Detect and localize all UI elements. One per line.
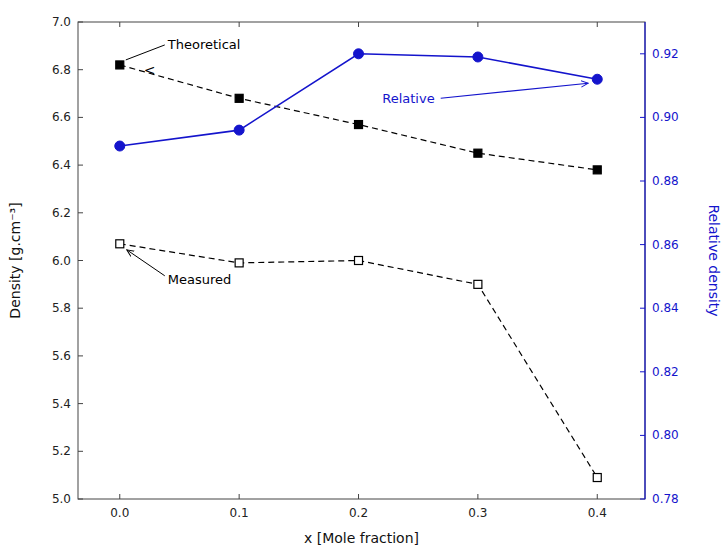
point bbox=[473, 52, 483, 62]
series-line bbox=[120, 54, 597, 146]
y-axis-label: Density [g.cm⁻³] bbox=[7, 202, 23, 318]
x-tick-top bbox=[239, 22, 240, 27]
y2-tick-label: 0.82 bbox=[652, 365, 679, 379]
point bbox=[354, 49, 364, 59]
x-axis-label: x [Mole fraction] bbox=[304, 530, 419, 546]
y2-tick bbox=[640, 435, 645, 436]
y-tick bbox=[78, 355, 83, 356]
y2-tick-label: 0.88 bbox=[652, 174, 679, 188]
y-tick bbox=[78, 499, 83, 500]
y-tick bbox=[78, 403, 83, 404]
series-label: Measured bbox=[168, 272, 232, 287]
plot-area bbox=[115, 49, 602, 482]
x-tick bbox=[119, 494, 120, 499]
x-tick-label: 0.1 bbox=[230, 506, 249, 520]
point bbox=[116, 240, 124, 248]
y-tick-label: 6.2 bbox=[52, 206, 71, 220]
x-tick bbox=[477, 494, 478, 499]
label-arrow bbox=[127, 250, 165, 276]
y-tick bbox=[78, 22, 83, 23]
point bbox=[115, 141, 125, 151]
point bbox=[474, 149, 482, 157]
x-tick bbox=[597, 494, 598, 499]
point bbox=[234, 125, 244, 135]
y-tick bbox=[78, 308, 83, 309]
y2-tick bbox=[640, 53, 645, 54]
y2-tick bbox=[640, 117, 645, 118]
y-tick bbox=[78, 260, 83, 261]
y2-tick bbox=[640, 308, 645, 309]
y-tick-label: 6.8 bbox=[52, 63, 71, 77]
y-tick-label: 5.0 bbox=[52, 492, 71, 506]
chart: 0.0 0.1 0.2 0.3 0.4 5.0 5.2 5.4 5.6 5.8 6.0 6.2 6.4 6… bbox=[0, 0, 727, 557]
point bbox=[474, 280, 482, 288]
y-tick-label: 6.4 bbox=[52, 158, 71, 172]
point bbox=[593, 166, 601, 174]
x-tick-label: 0.3 bbox=[468, 506, 487, 520]
y2-tick-label: 0.78 bbox=[652, 492, 679, 506]
y-tick-label: 6.6 bbox=[52, 110, 71, 124]
x-tick bbox=[239, 494, 240, 499]
y-tick-label: 5.8 bbox=[52, 301, 71, 315]
y-tick bbox=[78, 69, 83, 70]
point bbox=[235, 94, 243, 102]
y-tick-label: 7.0 bbox=[52, 15, 71, 29]
x-tick-label: 0.2 bbox=[349, 506, 368, 520]
x-tick-top bbox=[358, 22, 359, 27]
y-tick bbox=[78, 165, 83, 166]
series-label: Relative bbox=[382, 91, 434, 106]
x-tick-label: 0.4 bbox=[588, 506, 607, 520]
y2-axis-label: Relative density bbox=[706, 204, 722, 316]
y-tick bbox=[78, 212, 83, 213]
y-tick-label: 5.2 bbox=[52, 444, 71, 458]
y-tick-label: 6.0 bbox=[52, 254, 71, 268]
label-arrow bbox=[441, 83, 589, 98]
x-tick-top bbox=[597, 22, 598, 27]
y2-tick bbox=[640, 371, 645, 372]
annotation: < bbox=[144, 62, 156, 78]
y2-tick-label: 0.90 bbox=[652, 110, 679, 124]
x-tick-label: 0.0 bbox=[110, 506, 129, 520]
y-tick bbox=[78, 117, 83, 118]
series-label: Theoretical bbox=[167, 37, 241, 52]
point bbox=[355, 121, 363, 129]
y2-axis-line bbox=[644, 22, 645, 499]
y-tick-label: 5.6 bbox=[52, 349, 71, 363]
y2-tick-label: 0.92 bbox=[652, 47, 679, 61]
y2-tick bbox=[640, 499, 645, 500]
point bbox=[355, 257, 363, 265]
y2-tick-label: 0.86 bbox=[652, 238, 679, 252]
y-tick-label: 5.4 bbox=[52, 397, 71, 411]
series-line bbox=[120, 244, 597, 478]
y-tick bbox=[78, 451, 83, 452]
x-tick-top bbox=[477, 22, 478, 27]
point bbox=[116, 61, 124, 69]
point bbox=[592, 74, 602, 84]
plot-frame bbox=[78, 22, 645, 499]
x-tick bbox=[358, 494, 359, 499]
point bbox=[235, 259, 243, 267]
x-tick-top bbox=[119, 22, 120, 27]
y2-tick-label: 0.80 bbox=[652, 428, 679, 442]
y2-tick bbox=[640, 244, 645, 245]
label-connector bbox=[126, 45, 165, 60]
series-line bbox=[120, 65, 597, 170]
y2-tick-label: 0.84 bbox=[652, 301, 679, 315]
point bbox=[593, 474, 601, 482]
y2-tick bbox=[640, 181, 645, 182]
